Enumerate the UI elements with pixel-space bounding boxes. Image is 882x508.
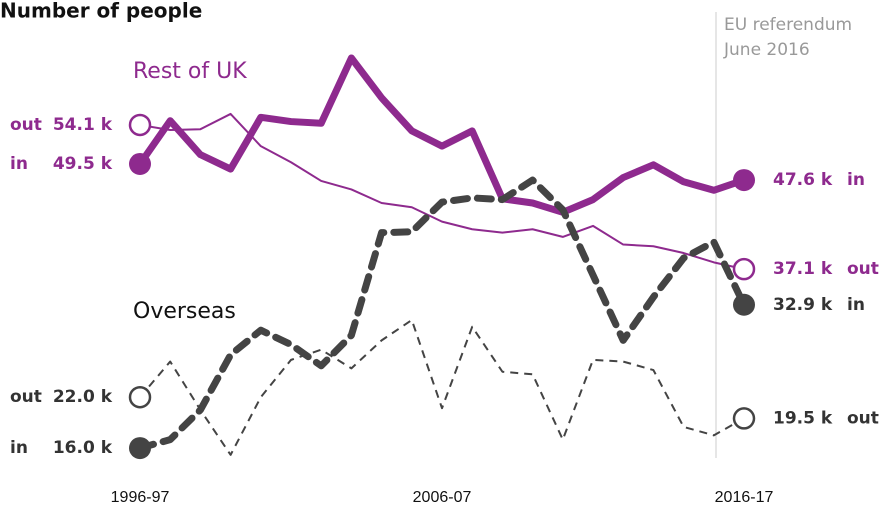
value-label: 49.5 k bbox=[53, 154, 113, 174]
x-tick-label: 2006-07 bbox=[413, 489, 472, 506]
end-marker bbox=[733, 293, 755, 316]
series-name: in bbox=[10, 154, 28, 174]
series-name: in bbox=[847, 170, 865, 190]
end-marker bbox=[732, 407, 756, 430]
value-label: 19.5 k bbox=[773, 408, 833, 428]
end-marker bbox=[129, 437, 151, 460]
end-marker bbox=[733, 169, 755, 192]
series-line bbox=[139, 319, 745, 456]
end-marker bbox=[128, 385, 152, 409]
series-name: out bbox=[847, 259, 879, 279]
group-label: Rest of UK bbox=[133, 59, 247, 84]
chart-title: Number of people bbox=[0, 0, 202, 23]
value-label: 22.0 k bbox=[53, 387, 113, 407]
value-label: 47.6 k bbox=[773, 170, 833, 190]
series-name: out bbox=[10, 387, 42, 407]
annotation: EU referendum bbox=[724, 15, 852, 35]
x-tick-label: 1996-97 bbox=[111, 489, 170, 506]
series-name: in bbox=[847, 295, 865, 315]
end-marker bbox=[128, 113, 152, 137]
annotation: June 2016 bbox=[723, 40, 810, 60]
x-tick-label: 2016-17 bbox=[715, 489, 774, 506]
series-line bbox=[136, 176, 748, 452]
value-label: 32.9 k bbox=[773, 295, 833, 315]
end-marker bbox=[732, 257, 756, 281]
group-label: Overseas bbox=[133, 299, 236, 324]
value-label: 16.0 k bbox=[53, 438, 113, 458]
series-line bbox=[139, 112, 745, 271]
series-name: in bbox=[10, 438, 28, 458]
series-name: out bbox=[847, 408, 879, 428]
series-name: out bbox=[10, 115, 42, 135]
value-label: 54.1 k bbox=[53, 115, 113, 135]
end-marker bbox=[129, 152, 151, 175]
value-label: 37.1 k bbox=[773, 259, 833, 279]
series-line bbox=[136, 54, 748, 216]
